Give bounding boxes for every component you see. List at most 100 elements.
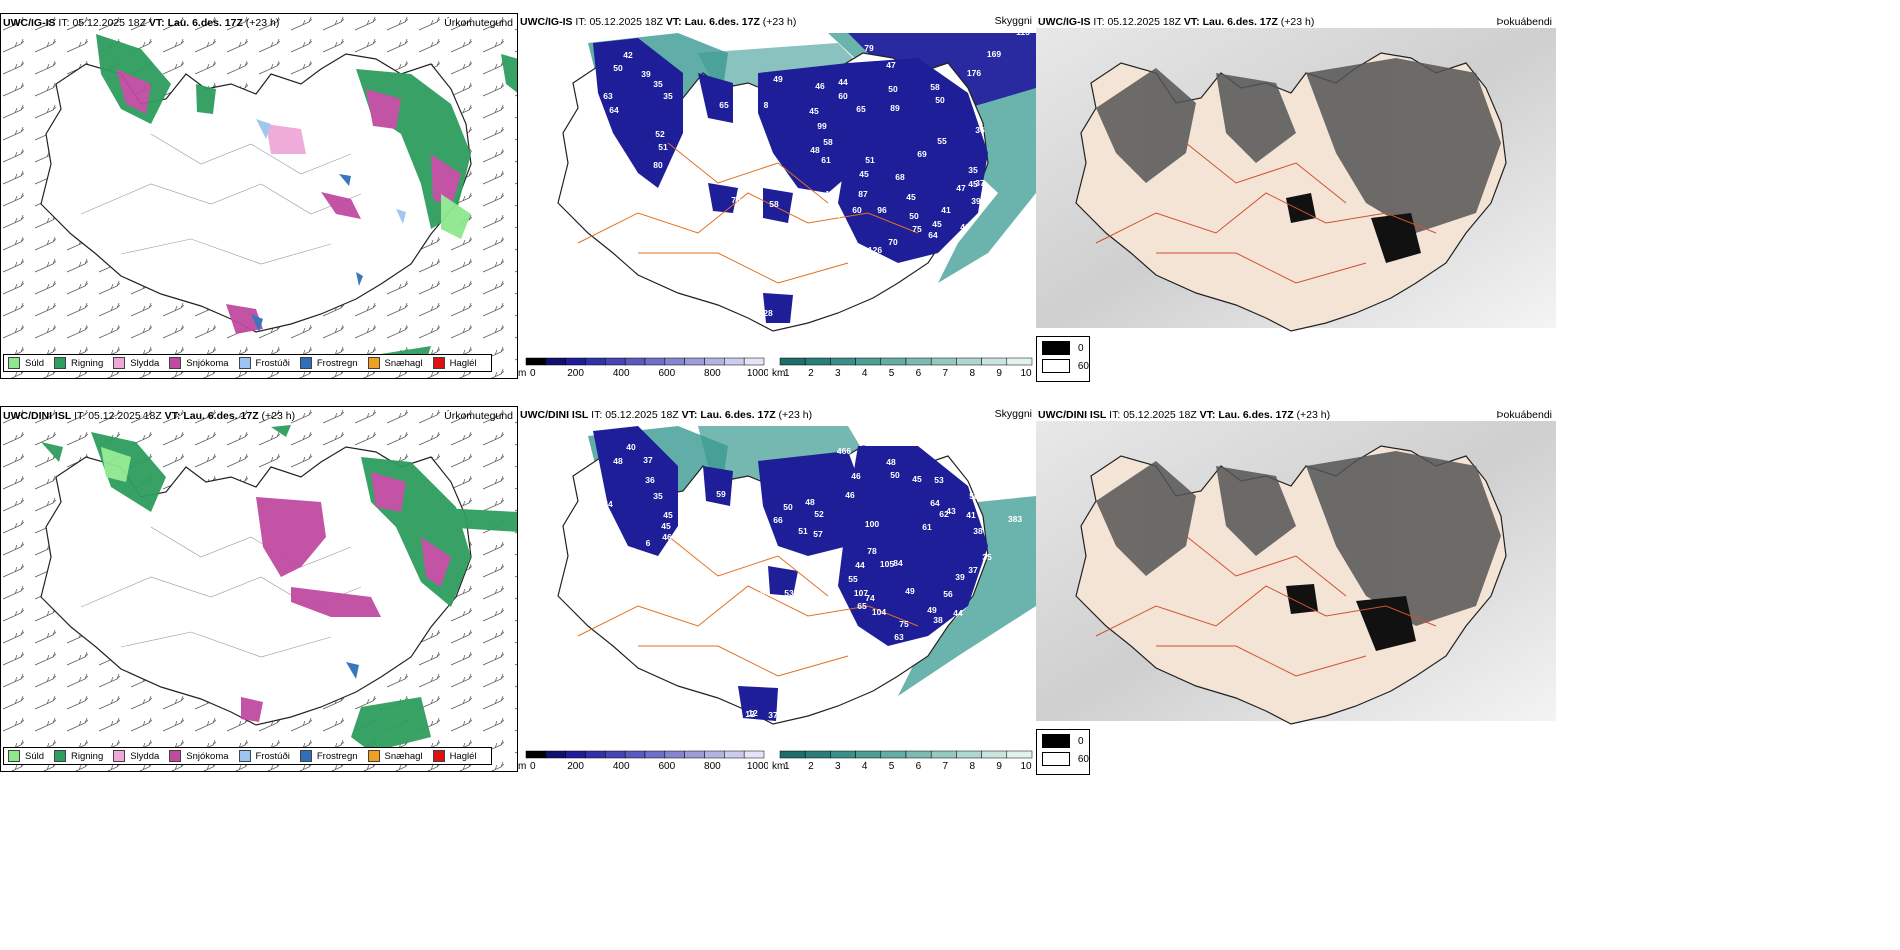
fog-indicator-panel-top: UWC/IG-IS IT: 05.12.2025 18Z VT: Lau. 6.…: [1036, 13, 1556, 379]
colorbar-segment: [905, 357, 932, 366]
vt-label: VT:: [665, 16, 682, 28]
panel-type-title: Skyggni: [994, 408, 1032, 420]
ceiling-value-label: 38: [973, 526, 983, 536]
vt-label: VT:: [681, 409, 698, 421]
ceiling-value-label: 46: [815, 81, 825, 91]
ceiling-value-label: 28: [763, 308, 773, 318]
ceiling-value-label: 61: [821, 155, 831, 165]
ceiling-value-label: 47: [886, 60, 896, 70]
ceiling-value-label: 39: [955, 572, 965, 582]
visibility-colorbar-bottom: km 1 2 3 4 5 6 7 8 9 10: [772, 750, 1036, 772]
colorbar-segment: [830, 750, 856, 759]
ceiling-value-label: 79: [864, 43, 874, 53]
ceiling-value-label: 65: [856, 104, 866, 114]
colorbar-segment: [779, 357, 806, 366]
it-value: 05.12.2025 18Z: [589, 16, 663, 28]
ceiling-value-label: 52: [814, 509, 824, 519]
colorbar-tick-label: 800: [704, 368, 721, 379]
ceiling-value-label: 70: [731, 195, 741, 205]
colorbar-tick-label: 1000: [747, 368, 768, 379]
ceiling-value-label: 35: [653, 491, 663, 501]
legend-label: Slydda: [130, 750, 160, 762]
ceiling-value-label: 58: [930, 82, 940, 92]
it-value: 05.12.2025 18Z: [1123, 409, 1197, 421]
colorbar-segment: [624, 357, 646, 366]
legend-item-snjókoma: Snjókoma: [169, 750, 229, 762]
colorbar-segment: [830, 357, 856, 366]
model-name: UWC/IG-IS: [3, 17, 56, 29]
ceiling-value-label: 78: [867, 546, 877, 556]
ceiling-value-label: 6: [646, 538, 651, 548]
colorbar-segment: [855, 750, 882, 759]
ceiling-value-label: 40: [626, 442, 636, 452]
ceiling-value-label: 65: [857, 601, 867, 611]
ceiling-value-label: 75: [899, 619, 909, 629]
panel-header: UWC/DINI ISL IT: 05.12.2025 18Z VT: Lau.…: [520, 409, 812, 421]
legend-label: Súld: [25, 750, 45, 762]
ceiling-value-label: 63: [894, 632, 904, 642]
colorbar-segment: [880, 750, 907, 759]
ceiling-value-label: 56: [800, 190, 810, 200]
ceiling-value-label: 58: [823, 137, 833, 147]
ceiling-value-label: 8: [744, 294, 749, 304]
panel-type-title: Úrkomutegund: [444, 17, 513, 29]
colorbar-segment: [704, 750, 725, 759]
fog-legend-swatch: [1042, 752, 1070, 766]
ceiling-value-label: 107: [854, 588, 868, 598]
colorbar-tick-label: 3: [835, 761, 841, 772]
legend-swatch: [299, 750, 312, 762]
ceiling-value-label: 50: [613, 63, 623, 73]
ceiling-value-label: 37: [643, 455, 653, 465]
it-value: 05.12.2025 18Z: [1107, 16, 1181, 28]
model-name: UWC/IG-IS: [520, 16, 573, 28]
precip-map-top: [1, 14, 517, 378]
colorbar-tick-label: 6: [916, 368, 922, 379]
legend-swatch: [238, 750, 251, 762]
ceiling-value-label: 59: [716, 489, 726, 499]
ceiling-value-label: 89: [833, 601, 843, 611]
panel-header: UWC/DINI ISL IT: 05.12.2025 18Z VT: Lau.…: [1038, 409, 1330, 421]
panel-header: UWC/IG-IS IT: 05.12.2025 18Z VT: Lau. 6.…: [520, 16, 796, 28]
ceiling-value-label: 31: [865, 662, 875, 672]
colorbar-unit: km: [772, 761, 785, 772]
ceiling-value-label: 176: [967, 68, 981, 78]
colorbar-tick-label: 10: [1020, 368, 1032, 379]
ceiling-value-label: 55: [848, 574, 858, 584]
colorbar-segment: [644, 750, 666, 759]
ceiling-value-label: 75: [912, 224, 922, 234]
ceiling-value-label: 49: [927, 605, 937, 615]
legend-item-frostregn: Frostregn: [299, 357, 358, 369]
colorbar-tick-label: 6: [916, 761, 922, 772]
ceiling-colorbar-bottom: m 0 200 400 600 800 1000: [518, 750, 770, 772]
vt-label: VT:: [1183, 16, 1200, 28]
fog-legend-swatch: [1042, 341, 1070, 355]
ceiling-value-label: 105: [880, 559, 894, 569]
ceiling-value-label: 57: [813, 529, 823, 539]
colorbar-tick-label: 10: [1020, 761, 1032, 772]
ceiling-value-label: 104: [872, 607, 886, 617]
ceiling-value-label: 62: [939, 509, 949, 519]
colorbar-segment: [565, 750, 586, 759]
colorbar-tick-label: 200: [567, 368, 584, 379]
ceiling-value-label: 70: [888, 237, 898, 247]
it-label: IT:: [58, 17, 70, 29]
ceiling-value-label: 45: [932, 219, 942, 229]
ceiling-value-label: 51: [658, 142, 668, 152]
lead-time: (+23 h): [762, 16, 797, 28]
colorbar-segment: [743, 357, 765, 366]
colorbar-segment: [525, 750, 547, 759]
colorbar-unit: m: [518, 368, 526, 379]
colorbar-segment: [1006, 357, 1033, 366]
precip-map-bottom: [1, 407, 517, 771]
ceiling-value-label: 60: [838, 91, 848, 101]
colorbar-tick-label: 7: [943, 368, 949, 379]
panel-type-title: Skyggni: [994, 15, 1032, 27]
ceiling-value-label: 45: [968, 179, 978, 189]
panel-type-title: Úrkomutegund: [444, 410, 513, 422]
legend-item-frostregn: Frostregn: [299, 750, 358, 762]
visibility-panel-bottom: 40 48 37 36 35 84 45 45 46 6 59 66 50 48 52 51 57 46 46 48 5…: [518, 406, 1036, 772]
legend-item-frostúði: Frostúði: [238, 357, 290, 369]
fog-map-top: [1036, 28, 1556, 332]
